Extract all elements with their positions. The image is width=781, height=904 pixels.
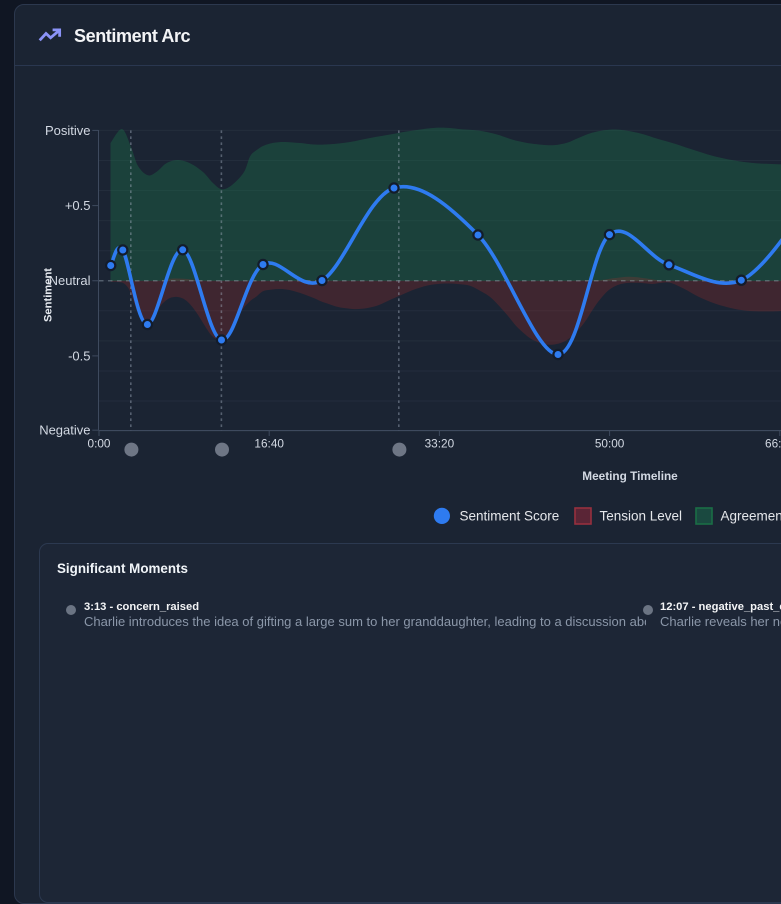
svg-text:Positive: Positive	[45, 123, 91, 138]
svg-text:16:40: 16:40	[254, 436, 284, 450]
svg-text:66:40: 66:40	[765, 436, 781, 450]
svg-text:Sentiment: Sentiment	[43, 268, 55, 322]
svg-text:Negative: Negative	[39, 423, 90, 438]
svg-text:Meeting Timeline: Meeting Timeline	[582, 469, 678, 483]
svg-text:0:00: 0:00	[88, 436, 111, 450]
svg-text:Agreement: Agreement	[721, 509, 781, 524]
svg-text:50:00: 50:00	[595, 436, 625, 450]
svg-text:Sentiment Score: Sentiment Score	[460, 509, 560, 524]
svg-text:Tension Level: Tension Level	[600, 509, 683, 524]
svg-text:-0.5: -0.5	[68, 348, 90, 363]
svg-text:Neutral: Neutral	[49, 273, 91, 288]
svg-text:33:20: 33:20	[425, 436, 455, 450]
svg-text:+0.5: +0.5	[65, 198, 91, 213]
